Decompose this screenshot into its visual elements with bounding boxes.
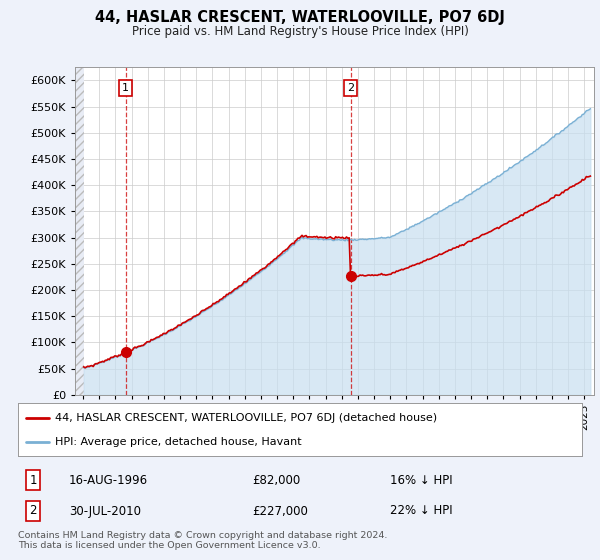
Text: 22% ↓ HPI: 22% ↓ HPI [390,505,452,517]
Text: 2: 2 [347,83,354,93]
Text: £227,000: £227,000 [252,505,308,517]
Text: HPI: Average price, detached house, Havant: HPI: Average price, detached house, Hava… [55,437,301,447]
Text: £82,000: £82,000 [252,474,300,487]
Text: 2: 2 [29,505,37,517]
Text: 16% ↓ HPI: 16% ↓ HPI [390,474,452,487]
Text: 44, HASLAR CRESCENT, WATERLOOVILLE, PO7 6DJ (detached house): 44, HASLAR CRESCENT, WATERLOOVILLE, PO7 … [55,413,437,423]
Text: 1: 1 [29,474,37,487]
Text: Price paid vs. HM Land Registry's House Price Index (HPI): Price paid vs. HM Land Registry's House … [131,25,469,38]
Text: 44, HASLAR CRESCENT, WATERLOOVILLE, PO7 6DJ: 44, HASLAR CRESCENT, WATERLOOVILLE, PO7 … [95,10,505,25]
Text: Contains HM Land Registry data © Crown copyright and database right 2024.
This d: Contains HM Land Registry data © Crown c… [18,531,388,550]
Text: 16-AUG-1996: 16-AUG-1996 [69,474,148,487]
Text: 1: 1 [122,83,129,93]
Text: 30-JUL-2010: 30-JUL-2010 [69,505,141,517]
